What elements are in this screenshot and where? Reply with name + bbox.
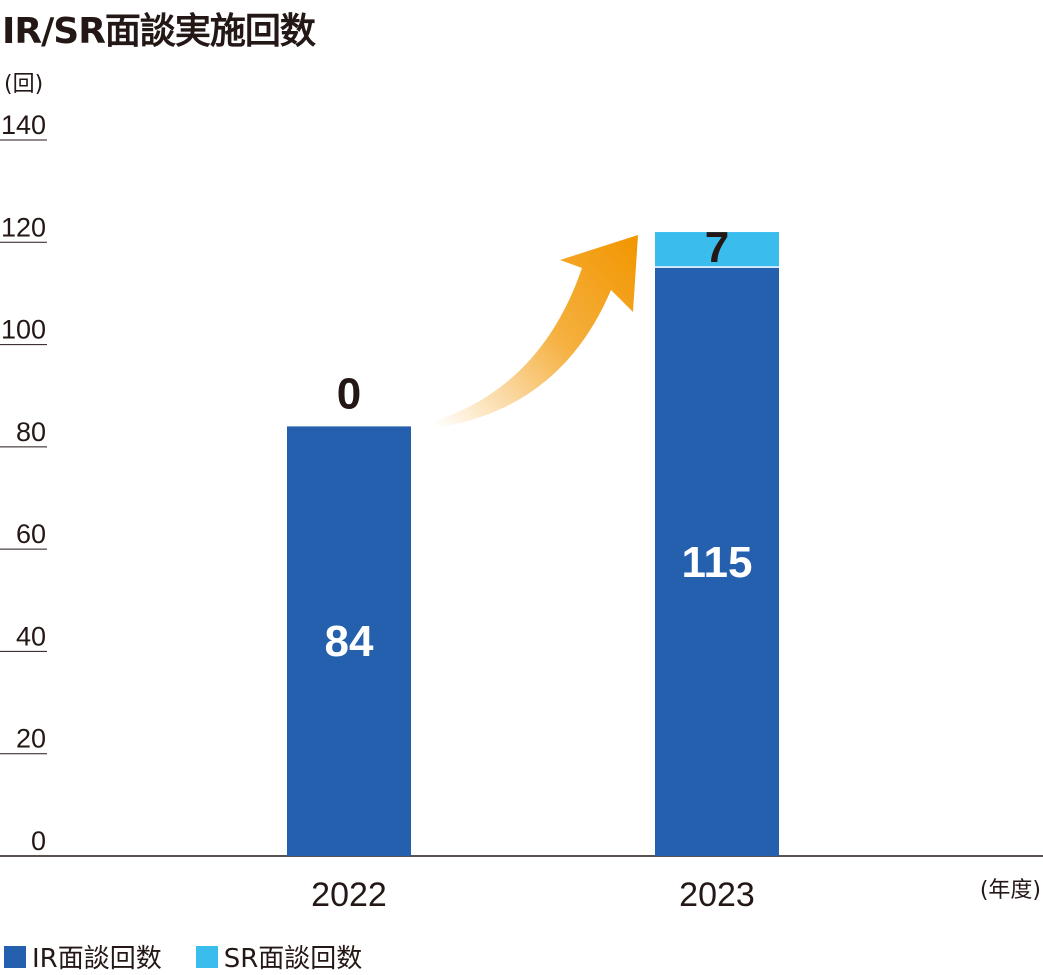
bar-ir	[287, 426, 411, 856]
x-tick-label: 2023	[679, 876, 755, 914]
legend-label-ir: IR面談回数	[32, 944, 162, 974]
legend-swatch-ir	[4, 945, 26, 968]
y-tick-label: 120	[1, 212, 46, 242]
bar-sr	[655, 232, 779, 267]
bar-ir	[655, 267, 779, 856]
y-tick-label: 80	[16, 417, 46, 447]
y-axis-unit: (回)	[4, 72, 44, 97]
data-label-ir: 115	[682, 538, 753, 587]
y-tick-label: 60	[16, 519, 46, 549]
legend-item-ir: IR面談回数	[4, 938, 162, 975]
data-label-sr: 7	[705, 223, 729, 272]
legend-label-sr: SR面談回数	[223, 944, 363, 974]
y-tick-label: 100	[1, 315, 46, 345]
x-axis-unit: (年度)	[979, 878, 1041, 903]
legend-swatch-sr	[195, 945, 218, 968]
legend-item-sr: SR面談回数	[195, 938, 363, 975]
chart-title: IR/SR面談実施回数	[2, 11, 316, 52]
x-tick-label: 2022	[311, 876, 387, 914]
data-label-ir: 84	[325, 617, 374, 666]
growth-arrow-icon	[428, 235, 638, 428]
y-tick-label: 20	[16, 724, 46, 754]
data-label-sr: 0	[337, 369, 361, 418]
y-tick-label: 40	[16, 621, 46, 651]
legend: IR面談回数 SR面談回数	[4, 938, 396, 975]
y-tick-label: 0	[31, 826, 46, 856]
y-tick-label: 140	[1, 110, 46, 140]
